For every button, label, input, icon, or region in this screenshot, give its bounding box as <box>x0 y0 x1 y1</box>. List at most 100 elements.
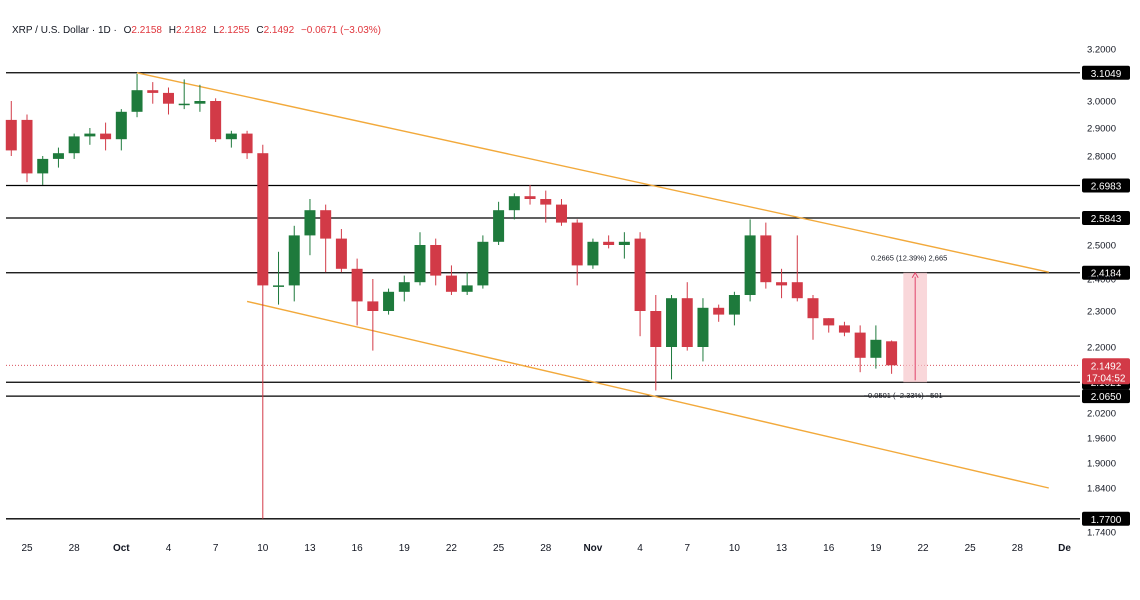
x-tick-label: 22 <box>917 543 929 554</box>
symbol-label: XRP / U.S. Dollar · 1D · <box>12 25 117 36</box>
measure-down-label: −0.0501 (−2.33%) −501 <box>864 391 943 400</box>
open-value: 2.2158 <box>131 25 162 36</box>
level-price-badge <box>1082 178 1130 193</box>
level-price-label: 2.0650 <box>1091 392 1122 403</box>
x-tick-label: 13 <box>776 543 788 554</box>
candle-down <box>445 275 457 292</box>
candle-down <box>100 133 112 140</box>
candle-down <box>886 341 898 366</box>
descending-channel <box>136 72 1049 489</box>
candle-up <box>52 153 64 159</box>
horizontal-levels: 3.10492.69832.58432.41842.10212.06501.77… <box>6 65 1130 526</box>
candle-up <box>115 111 127 140</box>
candle-up <box>870 339 882 358</box>
x-tick-label: 28 <box>69 543 81 554</box>
level-price-label: 2.6983 <box>1091 181 1122 192</box>
candle-up <box>493 210 505 242</box>
high-label: H <box>168 25 177 36</box>
candle-up <box>304 210 316 236</box>
x-tick-label: De <box>1058 543 1071 554</box>
x-tick-label: 13 <box>304 543 316 554</box>
y-tick-label: 1.8400 <box>1087 484 1116 495</box>
x-tick-label: 22 <box>446 543 458 554</box>
candle-down <box>838 325 850 333</box>
close-label: C <box>256 25 264 36</box>
y-tick-label: 2.2000 <box>1087 343 1116 354</box>
candle-down <box>854 332 866 358</box>
y-tick-label: 3.0000 <box>1087 97 1116 108</box>
candle-down <box>21 119 33 174</box>
y-tick-label: 3.2000 <box>1087 45 1116 56</box>
candle-up <box>744 235 756 295</box>
close-value: 2.1492 <box>263 25 295 36</box>
candle-up <box>508 196 520 211</box>
candle-up <box>728 295 740 315</box>
x-tick-label: 10 <box>729 543 741 554</box>
measure-up-label: 0.2665 (12.39%) 2,665 <box>871 254 947 263</box>
level-price-label: 2.5843 <box>1091 214 1122 225</box>
candle-countdown: 17:04:52 <box>1087 373 1126 384</box>
x-tick-label: 28 <box>1012 543 1024 554</box>
level-price-label: 2.4184 <box>1091 269 1122 280</box>
candle-down <box>760 235 772 283</box>
x-tick-label: 28 <box>540 543 552 554</box>
candle-down <box>650 311 662 347</box>
candle-down <box>162 92 174 104</box>
candles <box>5 74 898 519</box>
current-price-badge <box>1082 358 1130 385</box>
candle-up <box>461 285 473 292</box>
time-axis[interactable]: 25 28 Oct 4 7 10 13 16 19 22 25 28 Nov 4 7 10 13 16 19 22 25… <box>21 543 1071 554</box>
candle-down <box>257 153 269 286</box>
x-tick-label: 19 <box>870 543 882 554</box>
candle-up <box>194 101 206 104</box>
candle-up <box>414 245 426 283</box>
channel-upper-line <box>136 72 1049 273</box>
candle-down <box>241 133 253 154</box>
x-tick-label: 7 <box>684 543 690 554</box>
candle-up <box>477 241 489 286</box>
candle-down <box>681 298 693 347</box>
measure-tool: 0.2665 (12.39%) 2,665 −0.0501 (−2.33%) −5… <box>864 254 948 401</box>
price-axis[interactable]: 3.2000 3.0000 2.9000 2.8000 2.5000 2.4000 2.30… <box>1087 45 1116 539</box>
candle-down <box>713 307 725 315</box>
low-value: 2.1255 <box>218 25 250 36</box>
open-label: O <box>123 25 132 36</box>
level-price-badge <box>1082 511 1130 526</box>
candle-up <box>84 133 96 137</box>
candle-up <box>697 307 709 347</box>
y-tick-label: 1.9600 <box>1087 434 1116 445</box>
x-tick-label: 25 <box>493 543 505 554</box>
candle-up <box>225 133 237 140</box>
chart-legend: XRP / U.S. Dollar · 1D · O2.2158 H2.2182… <box>12 25 381 36</box>
channel-lower-line <box>246 300 1049 489</box>
candle-down <box>147 90 159 93</box>
candle-down <box>351 268 363 302</box>
candle-down <box>210 101 222 140</box>
candle-down <box>555 204 567 223</box>
candle-up <box>68 136 80 154</box>
x-tick-label: 16 <box>823 543 835 554</box>
x-tick-label: 10 <box>257 543 269 554</box>
y-tick-label: 1.7400 <box>1087 528 1116 539</box>
high-value: 2.2182 <box>176 25 207 36</box>
x-tick-label: Oct <box>113 543 130 554</box>
candle-down <box>571 222 583 266</box>
y-tick-label: 2.0200 <box>1087 409 1116 420</box>
candle-up <box>131 90 143 112</box>
candle-down <box>791 282 803 299</box>
x-tick-label: 4 <box>166 543 172 554</box>
candle-down <box>335 238 347 269</box>
candle-down <box>5 119 17 151</box>
current-price-label: 2.1492 <box>1091 361 1122 372</box>
candle-down <box>367 301 379 311</box>
candle-up <box>666 298 678 347</box>
candle-up <box>288 235 300 286</box>
candle-down <box>320 210 332 239</box>
candle-down <box>823 318 835 326</box>
candle-down <box>603 241 615 245</box>
level-price-label: 3.1049 <box>1091 69 1122 80</box>
candle-up <box>618 241 630 245</box>
x-tick-label: 25 <box>21 543 33 554</box>
level-price-label: 1.7700 <box>1091 515 1122 526</box>
